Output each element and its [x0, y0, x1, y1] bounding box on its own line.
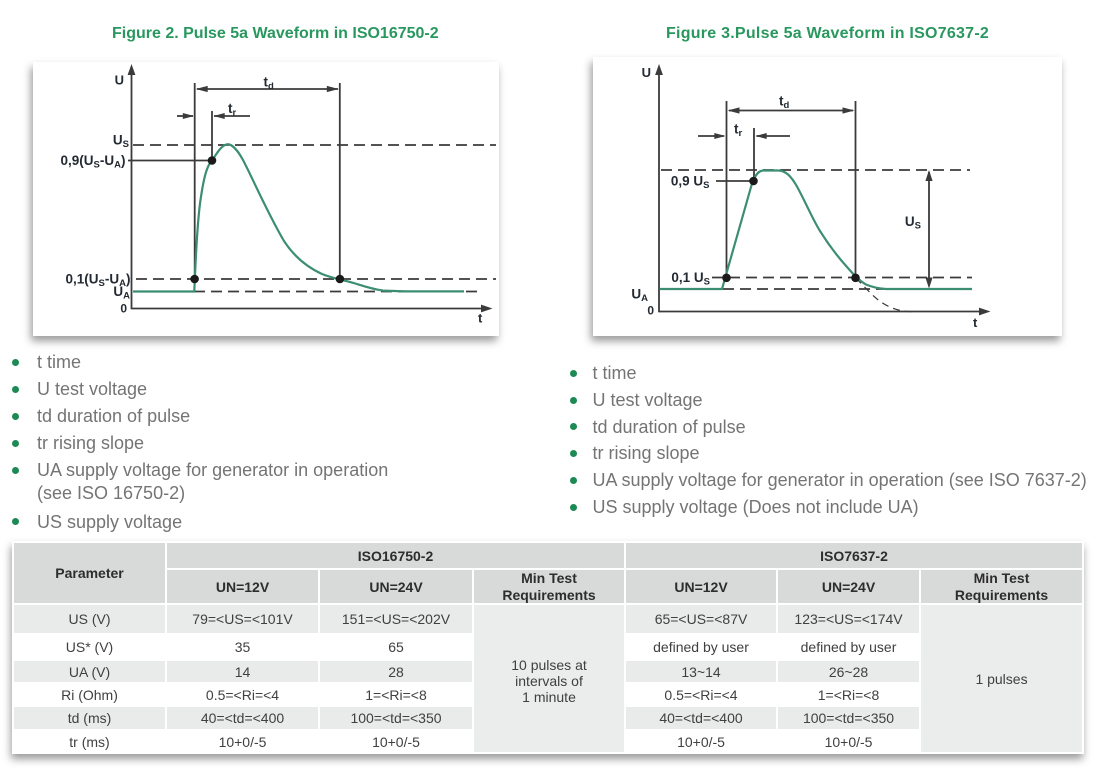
svg-text:US: US — [113, 133, 129, 151]
svg-text:0: 0 — [120, 302, 127, 316]
svg-text:0,9(US-UA): 0,9(US-UA) — [61, 153, 126, 171]
svg-text:td: td — [264, 74, 275, 92]
svg-text:0,1 US: 0,1 US — [671, 270, 710, 288]
svg-text:td: td — [779, 94, 790, 112]
svg-text:0: 0 — [647, 304, 654, 318]
svg-text:tr: tr — [228, 101, 237, 119]
svg-text:UA: UA — [113, 284, 130, 302]
svg-text:0,1(US-UA): 0,1(US-UA) — [66, 272, 131, 290]
svg-text:t: t — [973, 315, 978, 330]
svg-text:US: US — [905, 214, 921, 232]
svg-text:t: t — [478, 311, 483, 326]
svg-text:tr: tr — [734, 121, 743, 139]
svg-text:U: U — [115, 73, 124, 88]
svg-text:U: U — [642, 65, 651, 80]
svg-text:UA: UA — [631, 287, 648, 305]
svg-text:0,9 US: 0,9 US — [671, 174, 710, 192]
